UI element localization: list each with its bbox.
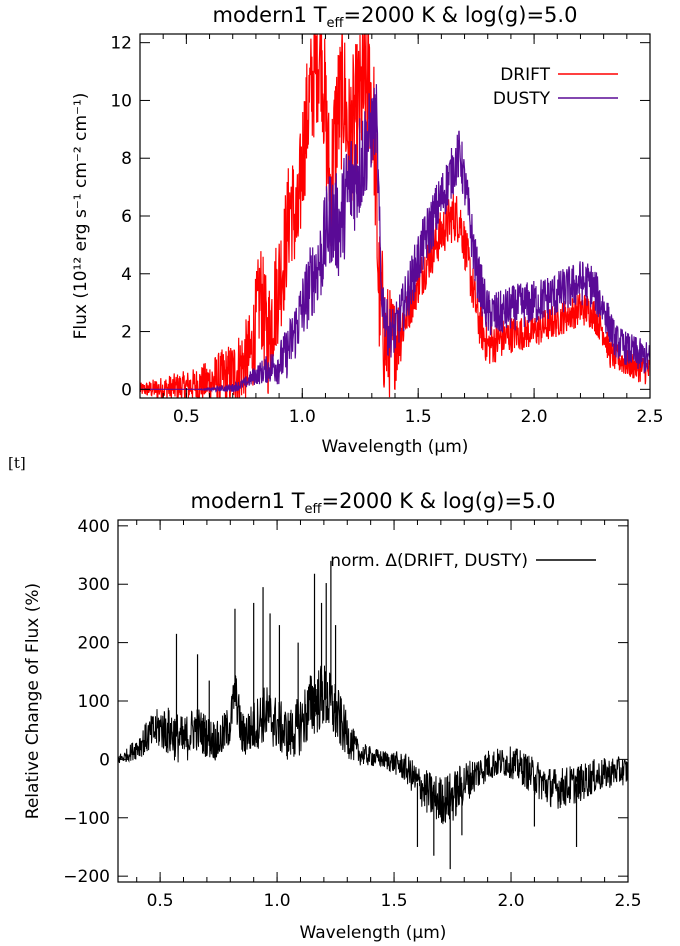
legend-label: norm. Δ(DRIFT, DUSTY) xyxy=(330,551,528,571)
y-tick-label: 300 xyxy=(78,575,110,595)
y-tick-label: 400 xyxy=(78,517,110,537)
x-tick-label: 2.5 xyxy=(636,407,663,427)
y-axis-label: Flux (10¹² erg s⁻¹ cm⁻² cm⁻¹) xyxy=(71,93,91,340)
x-tick-label: 1.5 xyxy=(381,891,408,911)
chart-panel-2: 0.5 1.0 1.5 2.0 2.5 −200 −100 0 100 200 300 400 mode… xyxy=(23,489,642,943)
plot-area-1 xyxy=(140,34,650,398)
y-tick-label: 10 xyxy=(110,91,132,111)
series-2-1 xyxy=(118,560,628,870)
y-tick-label: 8 xyxy=(121,149,132,169)
chart-title: modern1 Teff=2000 K & log(g)=5.0 xyxy=(213,3,578,31)
x-tick-label: 1.5 xyxy=(405,407,432,427)
axes-frame-2 xyxy=(117,519,629,883)
x-tick-label: 1.0 xyxy=(264,891,291,911)
y-tick-label: 0 xyxy=(121,380,132,400)
y-tick-label: −200 xyxy=(63,867,110,887)
chart-panel-1: 0.5 1.0 1.5 2.0 2.5 0 2 4 6 8 10 12 modern1 Teff=200… xyxy=(71,3,664,457)
legend-label: DUSTY xyxy=(493,89,551,109)
y-axis-label: Relative Change of Flux (%) xyxy=(23,583,43,819)
y-tick-label: −100 xyxy=(63,809,110,829)
x-tick-label: 0.5 xyxy=(147,891,174,911)
x-tick-label: 1.0 xyxy=(289,407,316,427)
x-tick-label: 2.0 xyxy=(498,891,525,911)
y-tick-label: 0 xyxy=(99,750,110,770)
series-1-1 xyxy=(140,34,650,398)
y-tick-label: 200 xyxy=(78,634,110,654)
series-1-2 xyxy=(140,84,650,393)
chart-title: modern1 Teff=2000 K & log(g)=5.0 xyxy=(191,489,556,517)
x-axis-label: Wavelength (μm) xyxy=(300,923,447,943)
legend: norm. Δ(DRIFT, DUSTY) xyxy=(330,551,596,571)
y-tick-label: 6 xyxy=(121,207,132,227)
series-line-drift xyxy=(140,34,650,398)
y-tick-label: 4 xyxy=(121,265,132,285)
legend: DRIFT DUSTY xyxy=(493,65,618,109)
x-tick-label: 2.5 xyxy=(614,891,641,911)
series-line-norm-drift-dusty- xyxy=(118,665,628,825)
y-tick-label: 2 xyxy=(121,323,132,343)
y-tick-label: 12 xyxy=(110,34,132,54)
plot-area-2 xyxy=(118,560,628,870)
y-tick-label: 100 xyxy=(78,692,110,712)
x-axis-label: Wavelength (μm) xyxy=(322,437,469,457)
page-marker: [t] xyxy=(8,454,26,472)
x-tick-label: 2.0 xyxy=(521,407,548,427)
x-tick-label: 0.5 xyxy=(173,407,200,427)
legend-label: DRIFT xyxy=(500,65,550,85)
series-line-dusty xyxy=(140,84,650,393)
